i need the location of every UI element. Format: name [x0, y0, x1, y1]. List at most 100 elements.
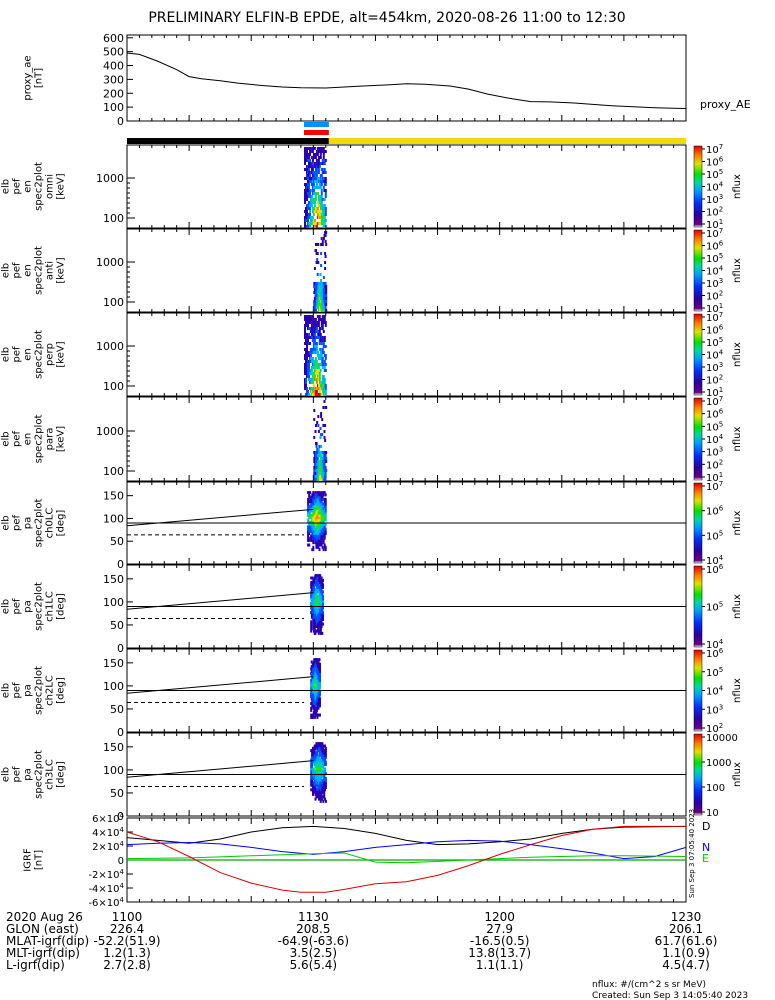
panel-2-ylabel: pef	[12, 262, 23, 279]
panel-6-cell	[315, 606, 318, 610]
panel-2-ylabel: anti	[45, 261, 56, 280]
panel-8-cell	[324, 799, 327, 803]
panel-1-cell	[307, 207, 309, 210]
panel-1-cell	[318, 222, 321, 225]
ephemeris-value: 3.5(2.5)	[290, 946, 338, 960]
panel-1-cell	[320, 192, 323, 195]
panel-9-ylabel: IGRF	[23, 848, 34, 872]
panel-3-cell	[307, 354, 309, 357]
panel-5-cell	[318, 491, 321, 495]
panel-3-cell	[304, 327, 306, 330]
panel-5-cell	[307, 507, 310, 511]
panel-3-cell	[323, 381, 326, 384]
panel-6-cell	[322, 615, 324, 619]
panel-6-cbar-label: nflux	[732, 594, 743, 619]
panel-4-cbar-tick-label: 102	[706, 458, 723, 471]
panel-1-cell	[318, 216, 321, 219]
panel-3-colorbar	[693, 313, 703, 396]
panel-6-cell	[313, 604, 316, 608]
panel-5-cell	[310, 516, 313, 520]
panel-5-cell	[313, 538, 316, 542]
panel-5-cell	[310, 507, 313, 511]
panel-0-ytick-label: 300	[103, 73, 124, 86]
panel-1-cell	[324, 150, 327, 153]
panel-6-cell	[319, 615, 322, 619]
panel-5-cell	[319, 493, 322, 497]
panel-3-cell	[310, 372, 313, 375]
panel-3-cell	[324, 369, 327, 372]
panel-6-cell	[310, 629, 313, 633]
panel-4-cell	[324, 475, 327, 478]
panel-7-loss-cone-line	[126, 676, 314, 694]
panel-5-cell	[322, 493, 325, 497]
panel-8-cell	[320, 758, 323, 762]
panel-3-cell	[320, 354, 323, 357]
panel-1-ylabel: elb	[1, 179, 12, 194]
panel-5-cell	[319, 511, 322, 515]
panel-3-cell	[314, 393, 317, 396]
panel-8-cell	[322, 744, 325, 748]
ephemeris-value: 1.1(1.1)	[476, 958, 524, 972]
panel-7-ylabel: pef	[12, 682, 23, 699]
panel-7-ylabel: elb	[1, 683, 12, 698]
panel-6-cell	[322, 590, 324, 594]
panel-1-cell	[316, 201, 319, 204]
panel-5-cell	[322, 538, 325, 542]
panel-7-cbar-label: nflux	[732, 678, 743, 703]
panel-3-cell	[311, 330, 314, 333]
panel-3-cell	[305, 372, 307, 375]
panel-1-cell	[311, 162, 314, 165]
panel-3-ylabel: [keV]	[56, 341, 67, 367]
panel-8-cell	[313, 749, 316, 753]
panel-5-cell	[308, 516, 311, 520]
panel-2-cell	[320, 282, 323, 285]
panel-1-cell	[321, 162, 324, 165]
panel-8-cell	[312, 767, 315, 771]
panel-2-cell	[322, 309, 325, 312]
panel-1-cell	[324, 171, 327, 174]
panel-3-cell	[305, 366, 307, 369]
panel-2-cell	[315, 285, 317, 288]
panel-1-ytick-label: 1000	[96, 172, 124, 185]
panel-3-cell	[324, 387, 327, 390]
panel-1-cell	[319, 153, 322, 156]
panel-1-ylabel: pef	[12, 178, 23, 195]
panel-4-cell	[321, 463, 324, 466]
panel-3-cell	[312, 351, 315, 354]
panel-7-cell	[310, 695, 313, 699]
panel-4-ylabel: spec2plot	[34, 415, 45, 464]
panel-5-cell	[310, 504, 313, 508]
panel-5-cell	[313, 493, 316, 497]
panel-4-cell	[320, 433, 323, 436]
panel-1-cell	[311, 159, 314, 162]
panel-7-colorbar	[693, 649, 703, 732]
panel-3-cell	[319, 333, 322, 336]
panel-3-cell	[309, 342, 311, 345]
panel-5-cell	[324, 518, 327, 522]
panel-1-cell	[313, 162, 316, 165]
panel-3-ylabel: pef	[12, 346, 23, 363]
panel-1-cell	[322, 147, 325, 150]
panel-4-cell	[325, 406, 328, 409]
panel-8-cell	[319, 744, 322, 748]
panel-1-cell	[311, 207, 314, 210]
panel-4-ytick-label: 1000	[96, 425, 124, 438]
panel-3-cell	[324, 390, 327, 393]
panel-5-cell	[319, 525, 322, 529]
panel-5-cell	[316, 529, 319, 533]
panel-7-cell	[313, 702, 316, 705]
panel-1-cell	[309, 195, 311, 198]
panel-5-cell	[316, 507, 319, 511]
panel-3-cell	[308, 327, 310, 330]
panel-3-cell	[322, 387, 325, 390]
panel-3-cell	[315, 324, 318, 327]
panel-5-cell	[319, 529, 322, 533]
panel-2-cell	[320, 243, 323, 246]
panel-2-ylabel: spec2plot	[34, 246, 45, 295]
panel-5-cell	[324, 511, 327, 515]
panel-3-cell	[311, 375, 314, 378]
panel-6-cell	[322, 595, 324, 598]
panel-5-cell	[321, 504, 324, 508]
panel-3-cbar-tick-label: 105	[706, 336, 723, 349]
panel-6-cell	[317, 576, 320, 580]
